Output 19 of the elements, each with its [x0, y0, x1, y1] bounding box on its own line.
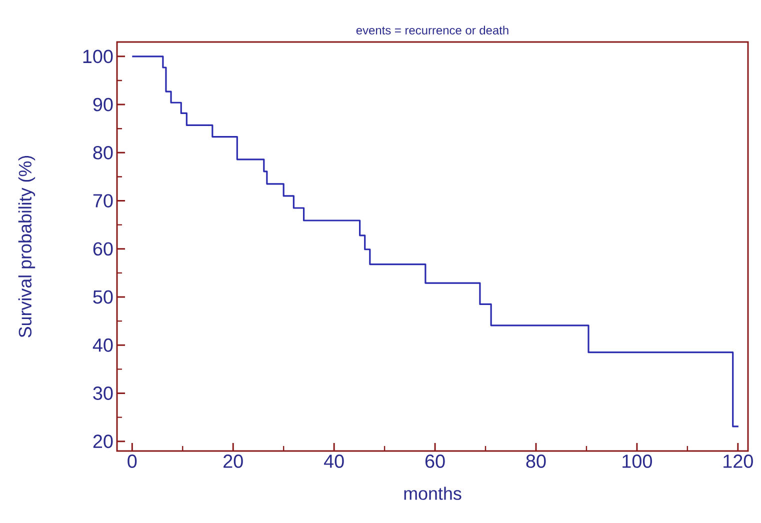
x-tick-label: 80	[526, 454, 546, 468]
x-tick-label: 100	[622, 454, 652, 468]
y-tick-label: 40	[92, 338, 113, 352]
x-tick-label: 20	[224, 454, 243, 468]
y-tick-label: 30	[93, 386, 113, 400]
y-tick-label: 60	[93, 242, 113, 256]
y-axis-title: Survival probability (%)	[18, 156, 36, 338]
x-tick-label: 60	[425, 454, 445, 468]
x-tick-label: 120	[724, 454, 753, 468]
y-tick-label: 100	[83, 50, 113, 64]
x-tick-label: 0	[128, 454, 137, 468]
y-tick-label: 20	[93, 434, 113, 448]
y-tick-label: 50	[93, 290, 113, 304]
chart-title: events = recurrence or death	[356, 26, 508, 34]
x-tick-label: 40	[324, 454, 344, 468]
y-tick-label: 90	[93, 98, 113, 112]
y-tick-label: 70	[93, 194, 113, 208]
y-tick-label: 80	[93, 146, 113, 160]
x-axis-title: months	[404, 486, 462, 500]
